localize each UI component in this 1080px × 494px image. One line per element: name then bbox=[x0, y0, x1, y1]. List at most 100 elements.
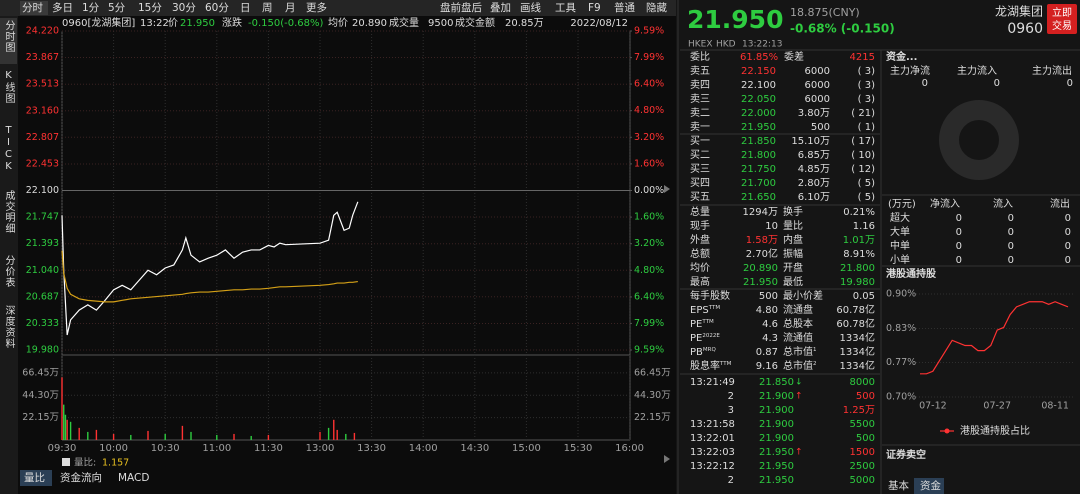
y2-tick-label: 6.40% bbox=[634, 291, 664, 302]
trade-button[interactable]: 立即 bbox=[1052, 6, 1072, 19]
volume-bar bbox=[66, 419, 68, 440]
trade-volume: 2500 bbox=[850, 461, 875, 472]
tab[interactable]: 1分 bbox=[82, 2, 100, 14]
ob-count: ( 21) bbox=[851, 108, 875, 119]
ob-price: 22.050 bbox=[741, 94, 776, 105]
trade-price: 21.950 bbox=[759, 475, 794, 486]
active-panel-tab-bg bbox=[914, 478, 944, 494]
ob-count: ( 5) bbox=[858, 178, 875, 189]
x-tick-label: 16:00 bbox=[615, 443, 644, 454]
y-tick-label: 44.30万 bbox=[22, 390, 59, 401]
tab[interactable]: 月 bbox=[285, 2, 296, 14]
flow-row-label: 大单 bbox=[890, 225, 910, 238]
x-tick-label: 13:00 bbox=[306, 443, 335, 454]
tab[interactable]: 更多 bbox=[306, 1, 327, 14]
side-tab[interactable]: 分价表 bbox=[3, 255, 15, 288]
y-tick-label: 0.77% bbox=[886, 357, 916, 368]
flow-value: 0 bbox=[1008, 241, 1014, 252]
side-tab[interactable]: 分时图 bbox=[3, 20, 15, 53]
fund-label-main: 总市值 bbox=[783, 359, 813, 372]
right-panel-bg bbox=[676, 0, 1080, 494]
y2-tick-label: 0.00% bbox=[634, 185, 664, 196]
tab[interactable]: 日 bbox=[240, 2, 251, 14]
volume-bar bbox=[345, 433, 347, 440]
fund-value: 60.78亿 bbox=[836, 303, 875, 316]
tab[interactable]: 5分 bbox=[108, 2, 126, 14]
ob-volume: 500 bbox=[811, 122, 830, 133]
tab[interactable]: 30分 bbox=[172, 2, 196, 14]
side-tab[interactable]: TICK bbox=[3, 125, 14, 173]
y-tick-label: 66.45万 bbox=[22, 367, 59, 378]
flow-row-label: 小单 bbox=[890, 254, 910, 266]
stat-value: 1.01万 bbox=[843, 235, 875, 246]
y2-tick-label: 1.60% bbox=[634, 212, 664, 223]
ob-price: 22.150 bbox=[741, 66, 776, 77]
trade-price: 21.900 bbox=[759, 391, 794, 402]
fund-value: 0.05 bbox=[853, 291, 875, 302]
y2-tick-label: 7.99% bbox=[634, 318, 664, 329]
volume-bar bbox=[87, 431, 89, 440]
tool[interactable]: 隐藏 bbox=[646, 2, 667, 14]
cny-price: 18.875(CNY) bbox=[790, 6, 860, 19]
legend-dot bbox=[944, 428, 950, 434]
volume-bar bbox=[78, 427, 80, 440]
quote-price: 21.950 bbox=[180, 18, 215, 29]
y-tick-label: 20.333 bbox=[26, 318, 59, 329]
ob-label: 委比 bbox=[690, 50, 710, 63]
fund-label: 总股本 bbox=[783, 317, 813, 330]
tool[interactable]: 普通 bbox=[614, 1, 635, 14]
stat-label: 均价 bbox=[690, 262, 710, 274]
fund-value: 9.16 bbox=[756, 361, 778, 372]
exchange: HKEX bbox=[688, 40, 713, 50]
bottom-tab[interactable]: 资金流向 bbox=[60, 471, 102, 484]
trade-button-bg[interactable] bbox=[1047, 4, 1077, 34]
ob-level: 买四 bbox=[690, 177, 710, 189]
fund-label-sup: TTM bbox=[708, 305, 721, 311]
volume-bar bbox=[61, 377, 63, 440]
trade-price: 21.900 bbox=[759, 419, 794, 430]
side-tab[interactable]: 深度资料 bbox=[3, 305, 15, 349]
panel-tab[interactable]: 基本 bbox=[888, 479, 909, 492]
tool[interactable]: 画线 bbox=[520, 1, 541, 14]
price-line bbox=[61, 250, 358, 303]
side-tab[interactable]: K线图 bbox=[3, 70, 15, 104]
tool[interactable]: 叠加 bbox=[490, 2, 511, 14]
ob-price: 22.000 bbox=[741, 108, 776, 119]
y-tick-label: 23.160 bbox=[26, 105, 59, 116]
quote-code: 0960[龙湖集团] bbox=[62, 16, 135, 29]
tool[interactable]: 盘前盘后 bbox=[440, 1, 482, 14]
bottom-tab[interactable]: MACD bbox=[118, 472, 149, 484]
tab[interactable]: 15分 bbox=[138, 2, 162, 14]
flow-value: 0 bbox=[1065, 241, 1071, 252]
y-tick-label: 24.220 bbox=[26, 26, 59, 37]
trade-volume: 500 bbox=[856, 433, 875, 444]
tab[interactable]: 周 bbox=[262, 2, 273, 14]
trade-time: 13:21:49 bbox=[690, 377, 735, 388]
ob-count: ( 3) bbox=[858, 80, 875, 91]
ob-count: ( 5) bbox=[858, 192, 875, 203]
bottom-tab[interactable]: 量比 bbox=[24, 471, 45, 484]
tab[interactable]: 60分 bbox=[205, 2, 229, 14]
active-bottom-tab-bg bbox=[20, 470, 52, 486]
tab[interactable]: 分时 bbox=[22, 2, 43, 14]
stat-value: 8.91% bbox=[843, 249, 875, 260]
trade-button[interactable]: 交易 bbox=[1052, 19, 1072, 32]
y-tick-label: 20.687 bbox=[26, 291, 59, 302]
stat-value: 2.70亿 bbox=[746, 247, 778, 260]
stock-code: 0960 bbox=[1007, 21, 1043, 37]
side-tab[interactable]: 成交明细 bbox=[3, 190, 15, 234]
fund-label-main: EPS bbox=[690, 305, 709, 316]
ob-label: 委差 bbox=[784, 50, 804, 63]
tool[interactable]: F9 bbox=[588, 2, 601, 14]
panel-tab[interactable]: 资金 bbox=[920, 479, 941, 492]
tool[interactable]: 工具 bbox=[555, 2, 576, 14]
tab[interactable]: 多日 bbox=[52, 1, 73, 14]
ob-level: 卖一 bbox=[690, 121, 710, 133]
y2-tick-label: 3.20% bbox=[634, 132, 664, 143]
flow-value: 0 bbox=[1065, 213, 1071, 224]
y-tick-label: 23.867 bbox=[26, 52, 59, 63]
y-tick-label: 21.747 bbox=[26, 212, 59, 223]
funds-title: 资金... bbox=[886, 50, 917, 63]
y-tick-label: 22.100 bbox=[26, 185, 59, 196]
